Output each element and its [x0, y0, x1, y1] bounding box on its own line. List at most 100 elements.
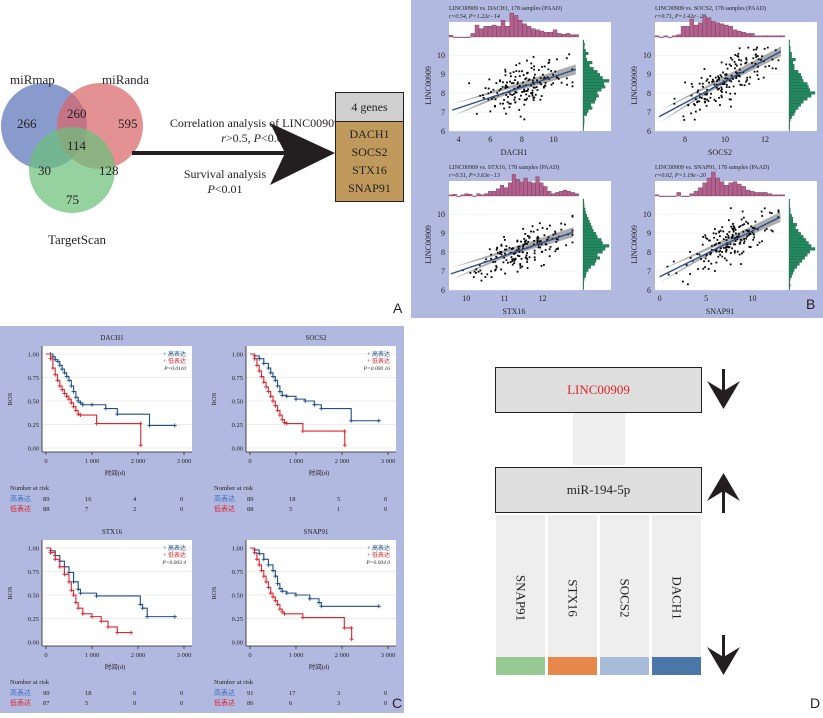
scatter-point	[514, 101, 517, 104]
censor-mark	[71, 404, 76, 409]
scatter-point	[530, 67, 533, 69]
x-axis-label: 时间(d)	[105, 468, 126, 477]
top-hist-bar	[715, 22, 720, 38]
scatter-point	[544, 84, 547, 87]
top-hist-bar	[719, 23, 725, 38]
scatter-point	[504, 248, 506, 251]
top-hist-bar	[767, 35, 772, 38]
scatter-point	[531, 93, 534, 95]
scatter-point	[512, 82, 515, 84]
scatter-point	[523, 103, 526, 106]
y-tick-label: 0.75	[232, 375, 243, 382]
scatter-point	[705, 93, 708, 96]
scatter-point	[757, 65, 759, 68]
scatter-point	[747, 46, 750, 49]
p-threshold: <0.01	[261, 131, 289, 145]
top-hist-bar	[457, 36, 462, 38]
scatter-point	[518, 245, 521, 248]
scatter-point	[729, 207, 732, 210]
km-c2: SOCS2 0.00 0.25 0.50 0.75 1.00 0 1 000 2 000 3 00…	[204, 326, 404, 524]
color-bar-socs2	[600, 657, 649, 675]
venn-count-miranda-targetscan: 128	[99, 163, 119, 178]
km-svg-c4: SNAP91 0.00 0.25 0.50 0.75 1.00 0 1 000 2 000 3 0…	[211, 528, 396, 707]
censor-mark	[257, 551, 262, 556]
scatter-point	[755, 53, 757, 56]
right-hist-bar	[788, 48, 791, 52]
scatter-point	[490, 276, 493, 278]
right-hist-bar	[582, 277, 585, 281]
risk-value: 0	[133, 700, 136, 707]
right-hist-bar	[788, 121, 790, 125]
scatter-point	[482, 97, 485, 99]
risk-row-label: 高表达	[214, 688, 235, 697]
venn-label-miranda: miRanda	[102, 72, 149, 87]
scatter-point	[541, 227, 544, 229]
right-hist-bar	[788, 118, 791, 122]
scatter-point	[520, 94, 522, 97]
scatter-point	[764, 65, 767, 68]
scatter-point	[736, 235, 739, 238]
censor-mark	[252, 356, 257, 361]
right-hist-bar	[582, 207, 586, 211]
right-hist-bar	[582, 94, 599, 98]
scatter-point	[531, 94, 534, 97]
right-hist-bar	[582, 67, 594, 71]
scatter-point	[518, 86, 520, 89]
scatter-point	[527, 240, 530, 243]
censor-mark	[53, 372, 58, 377]
top-hist-bar	[565, 33, 571, 38]
censor-mark	[73, 408, 78, 413]
scatter-point	[504, 272, 506, 275]
scatter-point	[504, 252, 506, 255]
risk-value: 0	[384, 690, 387, 697]
scatter-point	[500, 244, 503, 247]
scatter-point	[506, 86, 509, 89]
scatter-point	[494, 260, 497, 263]
censor-mark	[71, 593, 76, 597]
right-hist-bar	[582, 103, 591, 107]
scatter-point	[524, 240, 526, 243]
scatter-point	[499, 79, 501, 82]
top-hist-bar	[711, 21, 716, 38]
censor-mark	[254, 363, 259, 368]
x-tick-label: 1 000	[289, 652, 304, 659]
scatter-point	[701, 243, 704, 246]
censor-mark	[53, 357, 58, 362]
scatter-point	[511, 247, 514, 250]
scatter-point	[536, 79, 538, 82]
scatter-point	[481, 94, 484, 97]
top-hist-bar	[518, 20, 523, 38]
right-hist-bar	[788, 241, 809, 245]
top-hist-bar	[480, 194, 485, 197]
r-threshold: >0.5,	[225, 131, 254, 145]
scatter-point	[740, 218, 743, 221]
censor-mark	[280, 589, 285, 594]
scatter-point	[515, 64, 518, 67]
scatter-point	[711, 249, 713, 251]
censor-mark	[271, 568, 275, 573]
gene-item: SNAP91	[348, 181, 391, 195]
scatter-point	[486, 273, 489, 276]
censor-mark	[76, 606, 81, 611]
scatter-point	[753, 227, 756, 230]
y-tick-label: 0.50	[232, 399, 243, 406]
censor-mark	[76, 587, 81, 592]
right-hist-bar	[788, 229, 799, 233]
censor-mark	[273, 598, 278, 603]
risk-value: 18	[85, 690, 92, 697]
scatter-point	[524, 241, 527, 244]
venn-circle-targetscan	[29, 127, 115, 213]
scatter-point	[738, 58, 740, 61]
scatter-point	[684, 81, 686, 84]
right-hist-bar	[582, 283, 584, 287]
x-axis-label: DACH1	[501, 148, 528, 157]
right-hist-bar	[582, 271, 587, 275]
scatter-point	[756, 74, 759, 77]
p-value: P=1.22e−14	[468, 13, 500, 20]
top-hist-bar	[461, 36, 467, 38]
censor-mark	[78, 413, 83, 418]
censor-mark	[90, 402, 94, 407]
scatter-point	[488, 78, 491, 81]
right-hist-bar	[788, 39, 790, 43]
scatter-point	[754, 220, 757, 223]
